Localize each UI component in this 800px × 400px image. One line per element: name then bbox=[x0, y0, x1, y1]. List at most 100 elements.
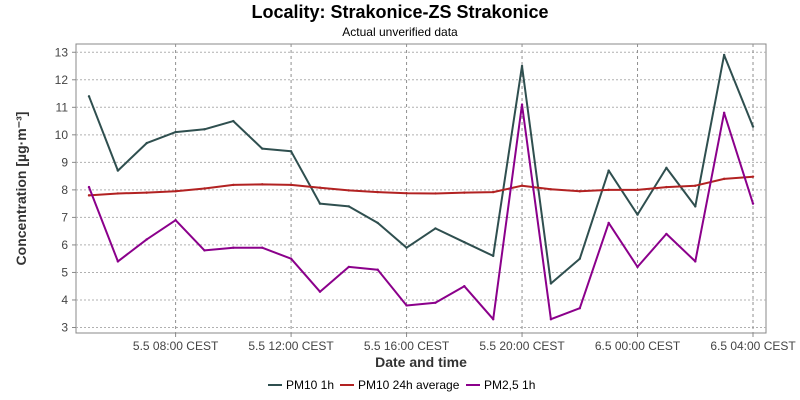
data-point bbox=[607, 188, 610, 192]
data-point bbox=[203, 249, 206, 252]
data-point bbox=[145, 141, 148, 145]
x-tick-label: 5.5 20:00 CEST bbox=[479, 339, 565, 353]
data-point bbox=[751, 175, 755, 178]
data-point bbox=[463, 191, 466, 194]
data-point bbox=[145, 191, 148, 194]
data-point bbox=[232, 246, 235, 249]
data-point bbox=[694, 184, 697, 187]
data-point bbox=[751, 202, 755, 205]
data-point bbox=[376, 190, 379, 194]
data-point bbox=[491, 318, 495, 321]
data-point bbox=[289, 183, 293, 187]
data-point bbox=[347, 205, 351, 208]
data-point bbox=[405, 246, 408, 249]
legend-item: PM10 24h average bbox=[340, 378, 460, 392]
y-tick-label: 7 bbox=[61, 210, 68, 224]
data-point bbox=[463, 240, 466, 244]
y-tick-label: 6 bbox=[61, 238, 68, 252]
legend-label: PM10 24h average bbox=[358, 378, 460, 392]
data-point bbox=[289, 257, 293, 260]
data-point bbox=[261, 183, 264, 186]
y-tick-label: 13 bbox=[55, 45, 69, 59]
x-tick-label: 6.5 00:00 CEST bbox=[595, 339, 681, 353]
data-point bbox=[578, 190, 581, 193]
legend-label: PM2,5 1h bbox=[484, 378, 535, 392]
data-point bbox=[116, 192, 120, 195]
data-point bbox=[87, 95, 91, 98]
x-tick-label: 5.5 12:00 CEST bbox=[248, 339, 334, 353]
data-point bbox=[87, 194, 91, 197]
series-line-pm10-24h-average bbox=[88, 175, 754, 197]
y-tick-label: 11 bbox=[56, 100, 69, 114]
data-point bbox=[636, 265, 639, 269]
data-point bbox=[318, 290, 322, 293]
data-point bbox=[491, 190, 495, 194]
series-group bbox=[87, 53, 755, 321]
data-point bbox=[636, 213, 639, 216]
y-tick-label: 3 bbox=[61, 320, 68, 334]
data-point bbox=[232, 119, 235, 123]
data-point bbox=[694, 260, 697, 263]
data-point bbox=[318, 186, 322, 189]
data-point bbox=[347, 265, 351, 269]
series-line-pm10-1h bbox=[88, 54, 754, 285]
data-point bbox=[434, 227, 437, 230]
x-axis: 5.5 08:00 CEST 5.5 12:00 CEST 5.5 16:00 CE… bbox=[133, 333, 796, 353]
data-point bbox=[145, 238, 148, 241]
grid-lines bbox=[76, 44, 766, 333]
data-point bbox=[751, 125, 755, 128]
data-point bbox=[722, 111, 726, 115]
data-point bbox=[347, 189, 351, 192]
data-point bbox=[694, 205, 697, 208]
chart-subtitle: Actual unverified data bbox=[342, 25, 458, 39]
legend-item: PM10 1h bbox=[268, 378, 334, 392]
y-tick-label: 9 bbox=[61, 155, 68, 169]
data-point bbox=[607, 169, 610, 172]
y-tick-label: 10 bbox=[55, 128, 69, 142]
data-point bbox=[261, 147, 264, 150]
data-point bbox=[174, 130, 177, 134]
y-axis: 3 4 5 6 7 8 9 10 11 12 13 bbox=[55, 45, 76, 334]
data-point bbox=[520, 184, 524, 187]
data-point bbox=[434, 192, 437, 195]
data-point bbox=[261, 246, 264, 249]
data-point bbox=[174, 218, 177, 222]
data-point bbox=[665, 185, 668, 189]
data-point bbox=[636, 188, 639, 192]
data-point bbox=[405, 304, 408, 307]
y-axis-title: Concentration [µg·m⁻³] bbox=[13, 112, 29, 266]
legend: PM10 1h PM10 24h average PM2,5 1h bbox=[268, 378, 535, 392]
x-tick-label: 5.5 08:00 CEST bbox=[133, 339, 219, 353]
data-point bbox=[549, 318, 553, 321]
data-point bbox=[578, 257, 581, 260]
data-point bbox=[116, 260, 120, 263]
data-point bbox=[203, 187, 206, 190]
data-point bbox=[722, 53, 726, 57]
data-point bbox=[491, 254, 495, 258]
data-point bbox=[520, 64, 524, 68]
data-point bbox=[289, 150, 293, 153]
chart-title: Locality: Strakonice-ZS Strakonice bbox=[251, 2, 549, 22]
data-point bbox=[722, 177, 726, 181]
data-point bbox=[463, 285, 466, 288]
data-point bbox=[318, 202, 322, 205]
data-point bbox=[203, 128, 206, 131]
legend-label: PM10 1h bbox=[286, 378, 334, 392]
x-tick-label: 5.5 16:00 CEST bbox=[364, 339, 450, 353]
series-line-pm2-5-1h bbox=[88, 103, 754, 321]
data-point bbox=[607, 221, 610, 225]
data-point bbox=[87, 185, 91, 189]
data-point bbox=[405, 191, 408, 195]
data-point bbox=[578, 307, 581, 310]
data-point bbox=[232, 183, 235, 187]
y-tick-label: 12 bbox=[55, 73, 69, 87]
data-point bbox=[665, 232, 668, 236]
data-point bbox=[549, 282, 553, 285]
data-point bbox=[174, 190, 177, 193]
data-point bbox=[116, 169, 120, 172]
y-tick-label: 5 bbox=[61, 265, 68, 279]
y-tick-label: 4 bbox=[61, 293, 68, 307]
data-point bbox=[549, 188, 553, 191]
data-point bbox=[376, 268, 379, 271]
